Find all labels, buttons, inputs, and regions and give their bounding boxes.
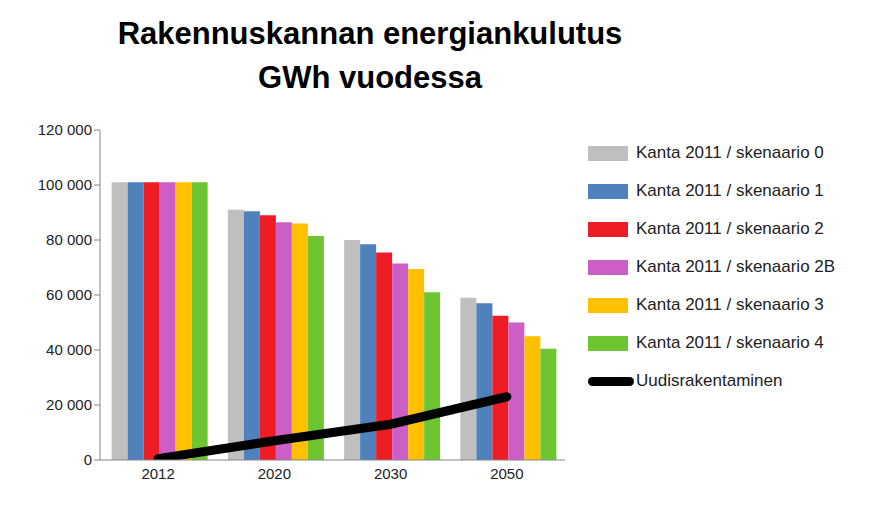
svg-text:100 000: 100 000: [38, 176, 92, 193]
svg-text:40 000: 40 000: [46, 341, 92, 358]
svg-text:2050: 2050: [490, 465, 523, 482]
html-text:Kanta 2011 / skenaario 1: Kanta 2011 / skenaario 1: [636, 181, 824, 200]
html-text:Kanta 2011 / skenaario 2B: Kanta 2011 / skenaario 2B: [636, 257, 836, 276]
html-text:Kanta 2011 / skenaario 3: Kanta 2011 / skenaario 3: [636, 295, 824, 314]
html-text:Rakennuskannan energiankulutus: Rakennuskannan energiankulutus GWh vuode…: [117, 16, 623, 95]
html-text:Uudisrakentaminen: Uudisrakentaminen: [636, 371, 783, 390]
html-text:Kanta 2011 / skenaario 0: Kanta 2011 / skenaario 0: [636, 143, 824, 162]
html-text:Kanta 2011 / skenaario 4: Kanta 2011 / skenaario 4: [636, 333, 824, 352]
html-text:Kanta 2011 / skenaario 2: Kanta 2011 / skenaario 2: [636, 219, 824, 238]
svg-text:120 000: 120 000: [38, 121, 92, 138]
svg-text:80 000: 80 000: [46, 231, 92, 248]
svg-text:2020: 2020: [258, 465, 291, 482]
svg-text:2012: 2012: [141, 465, 174, 482]
svg-text:0: 0: [84, 451, 92, 468]
svg-text:20 000: 20 000: [46, 396, 92, 413]
svg-text:2030: 2030: [374, 465, 407, 482]
svg-text:60 000: 60 000: [46, 286, 92, 303]
